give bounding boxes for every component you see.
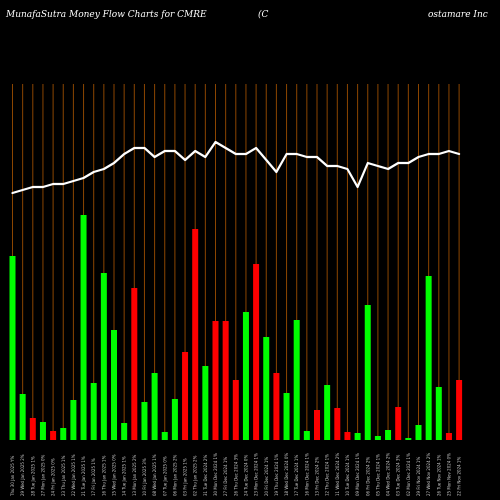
money-flow-bar (9, 256, 16, 440)
chart-title: MunafaSutra Money Flow Charts for CMRE (5, 10, 207, 20)
x-axis-tick-labels: Thu 30 Jan 2025 Y% 29 Wed Jan 2025 2% 28 T… (10, 453, 462, 497)
money-flow-bar (39, 422, 46, 440)
x-tick-label: 26 Tue Nov 2024 1% (436, 454, 441, 496)
x-tick-label: 22 Fri Nov 2024 1% (457, 457, 462, 496)
money-flow-bar (242, 312, 249, 440)
x-tick-label: 19 Thu Dec 2024 1% (274, 454, 279, 496)
money-flow-bar (60, 428, 67, 440)
x-tick-label: 30 Mon Dec 2024 1% (213, 453, 218, 496)
money-flow-bar (131, 288, 138, 440)
money-flow-bar (263, 337, 270, 440)
x-tick-label: 06 Mon Jan 2025 2% (172, 455, 177, 497)
x-tick-label: 29 Wed Jan 2025 2% (20, 454, 25, 496)
x-tick-label: 20 Fri Dec 2024 1% (264, 457, 269, 496)
money-flow-bar (222, 321, 229, 440)
money-flow-bar (161, 432, 168, 440)
x-tick-label: 27 Wed Nov 2024 2% (426, 453, 431, 496)
money-flow-bar (425, 276, 432, 440)
money-flow-bar (273, 373, 280, 440)
x-tick-label: 05 Thu Dec 2024 1% (375, 454, 380, 496)
x-tick-label: 04 Wed Dec 2024 2% (386, 453, 391, 496)
x-tick-label: 24 Fri Jan 2025 0% (51, 458, 56, 496)
money-flow-bar (374, 436, 381, 440)
x-tick-label: 06 Fri Dec 2024 2% (365, 457, 370, 496)
company-name-open: (C (258, 9, 269, 20)
x-tick-label: 09 Mon Dec 2024 1% (355, 453, 360, 496)
x-tick-label: 31 Tue Dec 2024 2% (203, 455, 208, 496)
x-tick-label: 11 Wed Dec 2024 2% (335, 453, 340, 496)
x-tick-label: 02 Thu Jan 2025 2% (193, 455, 198, 496)
money-flow-bar (293, 320, 300, 440)
money-flow-bar (192, 229, 199, 440)
money-flow-bar (29, 418, 36, 440)
x-tick-label: 23 Thu Jan 2025 1% (61, 455, 66, 496)
money-flow-bar (253, 264, 260, 440)
money-flow-bar (70, 400, 77, 440)
money-flow-bar (395, 407, 402, 440)
x-tick-label: 12 Thu Dec 2024 1% (325, 454, 330, 496)
money-flow-bars (9, 215, 463, 440)
x-tick-label: 16 Thu Jan 2025 1% (101, 455, 106, 496)
trend-line (11, 140, 461, 195)
x-tick-label: 10 Tue Dec 2024 1% (345, 455, 350, 496)
money-flow-bar (344, 432, 351, 440)
x-tick-label: 26 Thu Dec 2024 3% (233, 454, 238, 496)
company-name-rest: ostamare Inc (428, 10, 488, 20)
x-tick-label: 14 Tue Jan 2025 1% (122, 456, 127, 496)
money-flow-bar (19, 394, 26, 440)
money-flow-bar (314, 410, 320, 440)
x-tick-label: 08 Wed Jan 2025 1% (152, 454, 157, 496)
money-flow-bar (80, 215, 87, 440)
money-flow-bar (182, 352, 189, 440)
x-tick-label: 07 Tue Jan 2025 0% (162, 456, 167, 496)
x-tick-label: 23 Mon Dec 2024 1% (254, 453, 259, 496)
money-flow-bar (121, 423, 128, 440)
money-flow-bar (405, 438, 412, 440)
money-flow-bar (151, 373, 158, 440)
money-flow-bar (100, 273, 107, 440)
x-tick-label: 27 Fri Dec 2024 1% (223, 457, 228, 496)
money-flow-bar (202, 366, 209, 440)
x-tick-label: 27 Mon Jan 2025 0% (40, 455, 45, 497)
x-tick-label: 28 Tue Jan 2025 1% (30, 456, 35, 496)
x-tick-label: 21 Tue Jan 2025 1% (81, 456, 86, 496)
money-flow-bar (324, 385, 331, 440)
x-tick-label: 17 Fri Jan 2025 1% (91, 458, 96, 496)
money-flow-bar (212, 321, 219, 440)
x-tick-label: 10 Fri Jan 2025 3% (142, 458, 147, 496)
x-tick-label: 18 Wed Dec 2024 0% (284, 453, 289, 496)
x-tick-label: 02 Mon Dec 2024 1% (406, 453, 411, 496)
x-tick-label: 17 Tue Dec 2024 1% (294, 455, 299, 496)
money-flow-bar (141, 402, 148, 440)
money-flow-bar (334, 408, 341, 440)
money-flow-bar (354, 433, 361, 440)
x-tick-label: 03 Tue Dec 2024 3% (396, 455, 401, 496)
x-tick-label: 24 Tue Dec 2024 0% (243, 455, 248, 496)
x-tick-label: Thu 30 Jan 2025 Y% (10, 456, 15, 497)
money-flow-bar (435, 387, 442, 440)
money-flow-bar (415, 425, 422, 440)
x-tick-label: 15 Wed Jan 2025 0% (112, 454, 117, 496)
money-flow-bar (50, 431, 57, 440)
x-tick-label: 13 Fri Dec 2024 2% (315, 457, 320, 496)
x-tick-label: 03 Fri Jan 2025 1% (183, 458, 188, 496)
x-tick-label: 29 Fri Nov 2024 1% (416, 457, 421, 496)
money-flow-bar (111, 330, 117, 440)
money-flow-bar (283, 393, 290, 440)
x-tick-label: 22 Wed Jan 2025 1% (71, 454, 76, 496)
money-flow-bar (171, 399, 178, 440)
x-tick-label: 13 Mon Jan 2025 2% (132, 455, 137, 497)
money-flow-bar (303, 431, 310, 440)
money-flow-bar (90, 383, 97, 440)
x-tick-label: 16 Mon Dec 2024 1% (304, 453, 309, 496)
money-flow-bar (385, 430, 392, 440)
money-flow-bar (456, 380, 463, 440)
money-flow-bar (364, 305, 371, 440)
x-tick-label: 25 Mon Nov 2024 0% (446, 453, 451, 496)
money-flow-bar (445, 433, 452, 440)
money-flow-bar (232, 380, 239, 440)
